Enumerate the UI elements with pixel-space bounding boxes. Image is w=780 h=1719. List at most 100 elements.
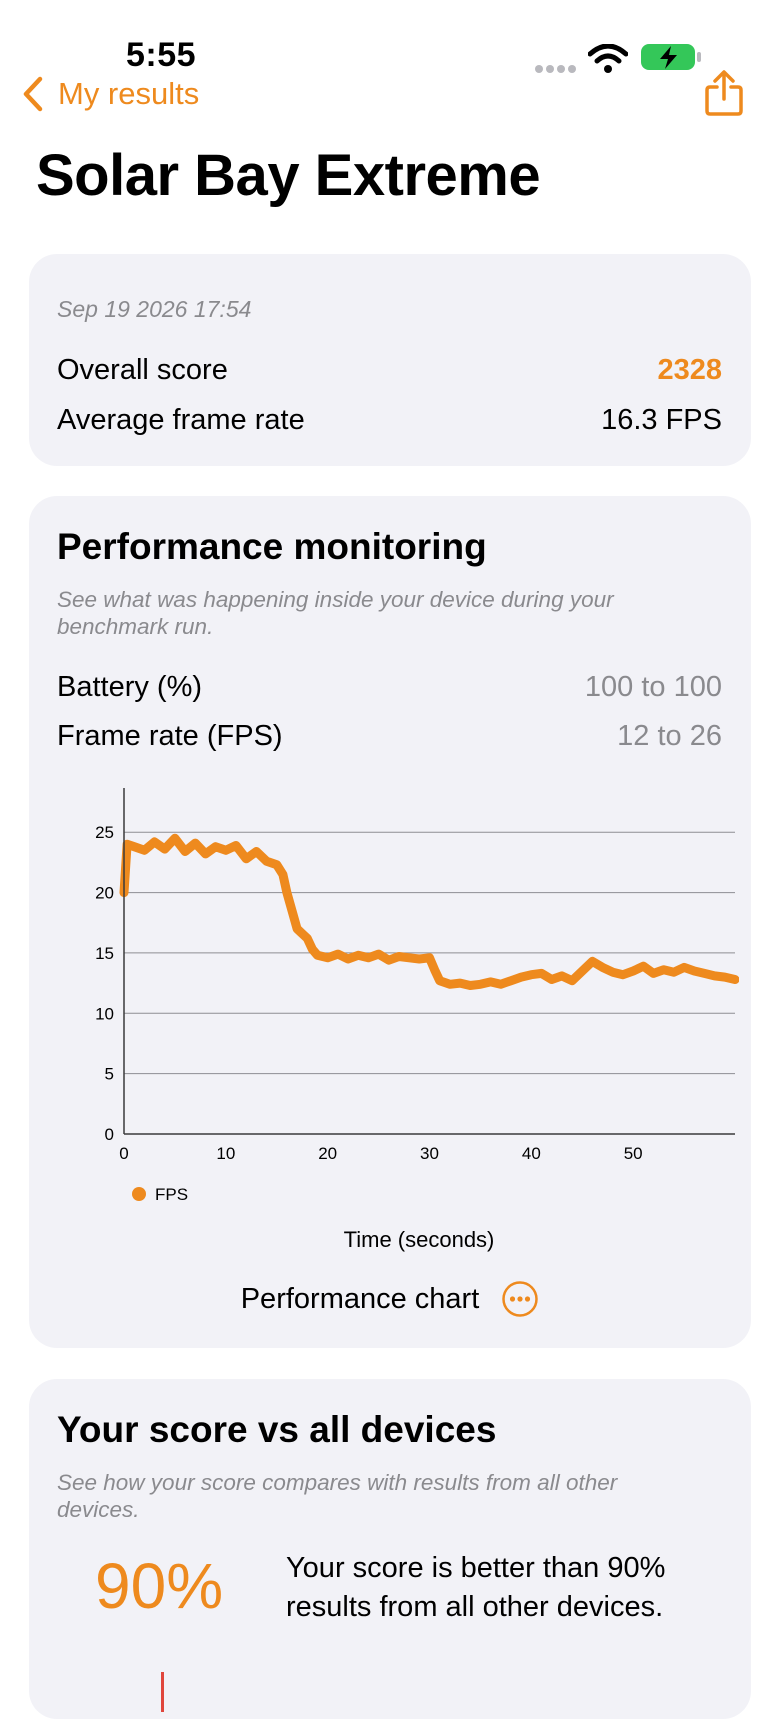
- percentile-description: Your score is better than 90% results fr…: [286, 1552, 666, 1623]
- fps-data-point: [283, 889, 291, 897]
- performance-chart-button[interactable]: Performance chart: [29, 1280, 751, 1318]
- fps-data-point: [293, 925, 301, 933]
- x-tick-label: 20: [318, 1144, 337, 1163]
- chevron-left-icon: [23, 76, 43, 112]
- fps-data-point: [538, 969, 546, 977]
- comparison-card: Your score vs all devices See how your s…: [29, 1379, 751, 1719]
- fps-data-point: [431, 966, 439, 974]
- x-tick-label: 30: [420, 1144, 439, 1163]
- cellular-signal-icon: [535, 65, 576, 73]
- back-button-label: My results: [58, 76, 200, 111]
- fps-data-point: [171, 834, 179, 842]
- battery-charging-icon: [641, 44, 701, 70]
- fps-data-point: [650, 969, 658, 977]
- fps-data-point: [731, 975, 739, 983]
- legend-fps-label: FPS: [155, 1185, 188, 1204]
- share-icon[interactable]: [703, 70, 745, 116]
- legend-fps-marker: [132, 1187, 146, 1201]
- fps-data-point: [476, 980, 484, 988]
- fps-data-point: [497, 980, 505, 988]
- fps-data-point: [201, 850, 209, 858]
- fps-data-point: [288, 907, 296, 915]
- fps-data-point: [242, 855, 250, 863]
- fps-data-point: [711, 972, 719, 980]
- fps-data-point: [517, 973, 525, 981]
- fps-data-point: [324, 954, 332, 962]
- fps-data-point: [375, 950, 383, 958]
- overall-score-value: 2328: [657, 354, 722, 386]
- fps-data-point: [308, 945, 316, 953]
- fps-data-point: [660, 966, 668, 974]
- x-tick-label: 50: [624, 1144, 643, 1163]
- fps-data-point: [456, 979, 464, 987]
- fps-data-point: [507, 977, 515, 985]
- fps-data-point: [700, 969, 708, 977]
- fps-data-point: [279, 870, 287, 878]
- performance-title: Performance monitoring: [57, 526, 487, 567]
- fps-data-point: [354, 951, 362, 959]
- fps-data-point: [639, 962, 647, 970]
- comparison-title: Your score vs all devices: [57, 1409, 497, 1450]
- fps-data-point: [446, 980, 454, 988]
- fps-data-point: [548, 975, 556, 983]
- y-tick-label: 20: [95, 884, 114, 903]
- battery-range: 100 to 100: [584, 671, 722, 703]
- fps-data-point: [599, 963, 607, 971]
- fps-data-point: [415, 955, 423, 963]
- status-bar: 5:55: [0, 0, 780, 80]
- more-options-icon: [502, 1281, 539, 1317]
- fps-data-point: [123, 840, 131, 848]
- fps-data-point: [140, 846, 148, 854]
- x-tick-label: 10: [216, 1144, 235, 1163]
- status-time: 5:55: [126, 36, 197, 74]
- fps-data-point: [405, 954, 413, 962]
- fps-data-point: [252, 848, 260, 856]
- avg-frame-rate-value: 16.3 FPS: [601, 404, 722, 436]
- result-date: Sep 19 2026 17:54: [57, 296, 252, 322]
- fps-data-point: [426, 954, 433, 962]
- fps-data-point: [578, 967, 586, 975]
- battery-label: Battery (%): [57, 671, 203, 703]
- fps-data-point: [385, 956, 393, 964]
- comparison-description: See how your score compares with results…: [57, 1470, 618, 1522]
- fps-data-point: [263, 857, 271, 865]
- summary-card: Sep 19 2026 17:54 Overall score 2328 Ave…: [29, 254, 751, 466]
- page-title: Solar Bay Extreme: [36, 143, 541, 208]
- chart-x-axis-label: Time (seconds): [344, 1227, 495, 1252]
- performance-card: Performance monitoring See what was happ…: [29, 496, 751, 1348]
- fps-data-point: [619, 971, 627, 979]
- performance-description: See what was happening inside your devic…: [57, 587, 614, 639]
- fps-data-point: [232, 841, 240, 849]
- y-tick-label: 25: [95, 823, 114, 842]
- fps-data-point: [303, 934, 311, 942]
- framerate-label: Frame rate (FPS): [57, 720, 283, 752]
- fps-data-point: [670, 968, 678, 976]
- fps-data-point: [273, 861, 281, 869]
- x-tick-label: 40: [522, 1144, 541, 1163]
- fps-data-point: [609, 968, 617, 976]
- fps-data-point: [721, 973, 729, 981]
- fps-data-point: [222, 846, 230, 854]
- fps-data-point: [395, 953, 403, 961]
- fps-data-point: [191, 839, 199, 847]
- fps-data-point: [364, 954, 372, 962]
- back-button[interactable]: My results: [22, 76, 199, 112]
- fps-data-point: [568, 977, 576, 985]
- fps-data-point: [527, 971, 535, 979]
- y-tick-label: 15: [95, 944, 114, 963]
- fps-data-point: [212, 843, 220, 851]
- fps-data-point: [334, 950, 342, 958]
- x-tick-label: 0: [119, 1144, 128, 1163]
- fps-data-point: [690, 967, 698, 975]
- fps-data-point: [629, 967, 637, 975]
- overall-score-label: Overall score: [57, 354, 228, 386]
- fps-chart: 0 5 10 15 20 25 0 10 20 30 40 50 FPS Time (seconds…: [95, 788, 739, 1252]
- fps-data-point: [151, 838, 159, 846]
- fps-data-point: [161, 845, 169, 853]
- framerate-range: 12 to 26: [617, 720, 722, 752]
- y-tick-label: 10: [95, 1004, 114, 1023]
- fps-data-point: [487, 978, 495, 986]
- y-tick-label: 5: [105, 1065, 114, 1084]
- wifi-icon: [588, 44, 628, 73]
- fps-data-point: [298, 930, 306, 938]
